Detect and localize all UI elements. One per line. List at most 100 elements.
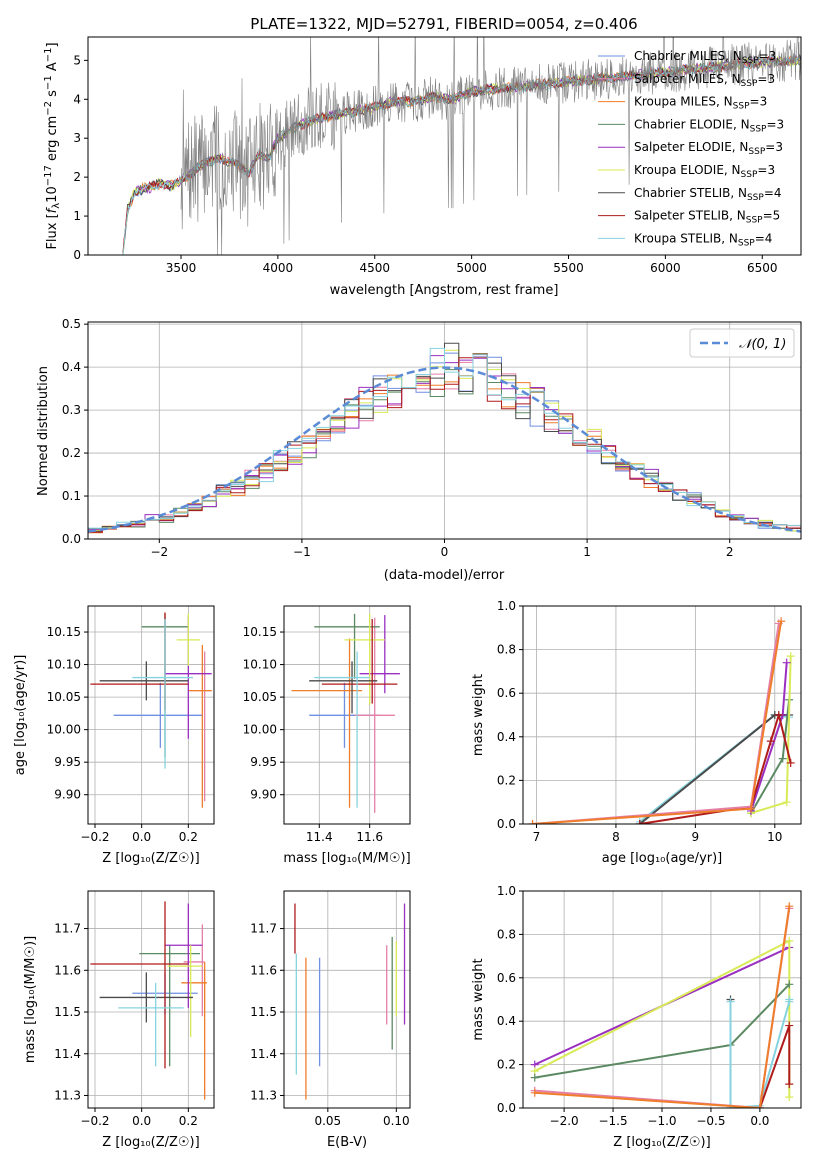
spectrum-frame: 3500 4000 4500 5000 5500 6000 6500 0 1 2 3 4 5 — [73, 36, 802, 275]
legend-ssp-subscript: SSP — [750, 124, 767, 134]
spectrum-ytick-label: 5 — [73, 53, 81, 67]
p5-xtick-label: 9 — [692, 830, 700, 844]
legend-ssp-count: =3 — [750, 95, 768, 109]
p7-ytick-label: 11.6 — [250, 963, 277, 977]
legend-label: Chabrier STELIB, NSSP=4 — [634, 186, 782, 203]
mass-weight-marker — [786, 652, 795, 661]
p3-ytick-label: 10.05 — [47, 690, 81, 704]
p8-xtick-label: −1.0 — [647, 1114, 676, 1128]
histogram-frame: −2 −1 0 1 2 0.0 0.1 0.2 0.3 0.4 0.5 — [62, 317, 802, 559]
legend-ssp-subscript: SSP — [747, 193, 764, 203]
mass-weight-marker — [777, 617, 786, 626]
legend-model-name: Chabrier MILES, N — [634, 49, 742, 63]
p5-frame: 7 8 9 10 0.0 0.2 0.4 0.6 0.8 1.0 age [log₁₀(age/yr… — [471, 599, 802, 866]
p8-ytick-label: 0.8 — [497, 927, 516, 941]
legend-ssp-subscript: SSP — [738, 238, 755, 248]
histogram-ylabel: Normed distribution — [36, 366, 51, 496]
mass-weight-marker — [785, 995, 794, 1004]
mass-weight-marker — [786, 758, 795, 767]
mass-weight-marker — [785, 936, 794, 945]
normal-distribution-curve — [88, 366, 801, 533]
p8-ylabel: mass weight — [471, 958, 486, 1040]
p7-ytick-label: 11.5 — [250, 1005, 277, 1019]
legend-ssp-subscript: SSP — [746, 216, 763, 226]
mass-weight-marker — [726, 997, 735, 1006]
legend-model-name: Salpeter STELIB, N — [634, 209, 746, 223]
p5-ytick-label: 0.4 — [497, 730, 516, 744]
histogram-xtick-label: 0 — [441, 545, 449, 559]
p6-xtick-label: 0.2 — [179, 1114, 198, 1128]
p8-ytick-label: 1.0 — [497, 884, 516, 898]
legend-ssp-count: =3 — [757, 72, 775, 86]
legend-label: Salpeter MILES, NSSP=3 — [634, 72, 775, 89]
histogram-legend: 𝒩(0, 1) — [689, 328, 795, 358]
p4-ytick-label: 10.15 — [243, 625, 277, 639]
p3-axes-box — [87, 605, 215, 825]
p4-plot-area — [291, 613, 400, 813]
p8-xtick-label: 0.0 — [750, 1114, 769, 1128]
p3-xtick-label: −0.2 — [80, 830, 109, 844]
flux-label-close: ] — [45, 42, 60, 47]
p5-ytick-label: 0.6 — [497, 686, 516, 700]
p8-xtick-label: −1.5 — [598, 1114, 627, 1128]
z-mass-weight-panel: −2.0 −1.5 −1.0 −0.5 0.0 0.0 0.2 0.4 0.6 0.8 1.0 Z [… — [471, 884, 802, 1150]
spectrum-ytick-label: 0 — [73, 248, 81, 262]
p6-axes-box — [87, 890, 215, 1109]
p8-ytick-label: 0.2 — [497, 1058, 516, 1072]
histogram-plot-area — [88, 342, 801, 534]
legend-model-name: Chabrier STELIB, N — [634, 186, 747, 200]
p6-ytick-label: 11.4 — [54, 1047, 81, 1061]
spectrum-xlabel: wavelength [Angstrom, rest frame] — [330, 283, 559, 298]
spectrum-axes-box — [87, 36, 802, 256]
p8-frame: −2.0 −1.5 −1.0 −0.5 0.0 0.0 0.2 0.4 0.6 0.8 1.0 Z [… — [471, 884, 802, 1150]
p6-ytick-label: 11.7 — [54, 922, 81, 936]
p4-xtick-label: 11.6 — [356, 830, 383, 844]
p7-frame: 0.05 0.10 11.3 11.4 11.5 11.6 11.7 E(B-V) — [250, 890, 411, 1150]
legend-label: Salpeter ELODIE, NSSP=3 — [634, 140, 783, 157]
legend-ssp-count: =4 — [755, 231, 773, 245]
p4-ytick-label: 10.00 — [243, 723, 277, 737]
histogram-xtick-label: −1 — [293, 545, 311, 559]
p8-xlabel: Z [log₁₀(Z/Z☉)] — [613, 1135, 710, 1150]
p5-xtick-label: 7 — [533, 830, 541, 844]
flux-label-ten: 10 — [45, 186, 60, 203]
flux-label-exp4: −1 — [43, 48, 54, 63]
p5-ytick-label: 1.0 — [497, 599, 516, 613]
mass-weight-marker — [774, 711, 783, 719]
p4-ytick-label: 9.95 — [250, 755, 277, 769]
p8-ytick-label: 0.6 — [497, 971, 516, 985]
p6-xtick-label: −0.2 — [80, 1114, 109, 1128]
legend-model-name: Salpeter ELODIE, N — [634, 140, 748, 154]
p3-plot-area — [90, 612, 212, 808]
flux-label-exp3: −1 — [43, 75, 54, 90]
legend-ssp-count: =4 — [764, 186, 782, 200]
residual-histogram-step — [88, 347, 801, 529]
spectrum-title: PLATE=1322, MJD=52791, FIBERID=0054, z=0… — [250, 15, 637, 33]
mass-weight-marker — [785, 1080, 794, 1089]
spectrum-xtick-label: 6000 — [650, 261, 681, 275]
spectrum-ytick-label: 3 — [73, 131, 81, 145]
p6-frame: −0.2 0.0 0.2 11.3 11.4 11.5 11.6 11.7 Z [log₁₀(Z… — [23, 890, 215, 1150]
histogram-ytick-label: 0.4 — [62, 360, 81, 374]
legend-label: Kroupa MILES, NSSP=3 — [634, 95, 767, 112]
p4-ytick-label: 10.05 — [243, 690, 277, 704]
mass-weight-marker — [782, 658, 791, 667]
spectrum-ytick-label: 1 — [73, 209, 81, 223]
histogram-legend-box — [689, 328, 795, 358]
legend-ssp-subscript: SSP — [742, 56, 759, 66]
mass-weight-marker — [635, 820, 644, 824]
p3-frame: −0.2 0.0 0.2 9.90 9.95 10.00 10.05 10.10 10.15 Z … — [13, 605, 215, 866]
legend-model-name: Chabrier ELODIE, N — [634, 117, 750, 131]
residual-histogram-panel: (data-model)/error Normed distribution −… — [36, 317, 802, 583]
legend-ssp-subscript: SSP — [741, 170, 758, 180]
mass-weight-marker — [530, 1073, 539, 1082]
p5-ytick-label: 0.2 — [497, 773, 516, 787]
age-mass-weight-panel: 7 8 9 10 0.0 0.2 0.4 0.6 0.8 1.0 age [log₁₀(age/yr… — [471, 599, 802, 866]
p3-ytick-label: 10.00 — [47, 723, 81, 737]
histogram-xtick-label: −2 — [150, 545, 168, 559]
p7-ytick-label: 11.3 — [250, 1088, 277, 1102]
mass-weight-marker — [766, 737, 775, 746]
mass-weight-marker — [755, 1104, 764, 1108]
spectrum-xtick-label: 3500 — [166, 261, 197, 275]
